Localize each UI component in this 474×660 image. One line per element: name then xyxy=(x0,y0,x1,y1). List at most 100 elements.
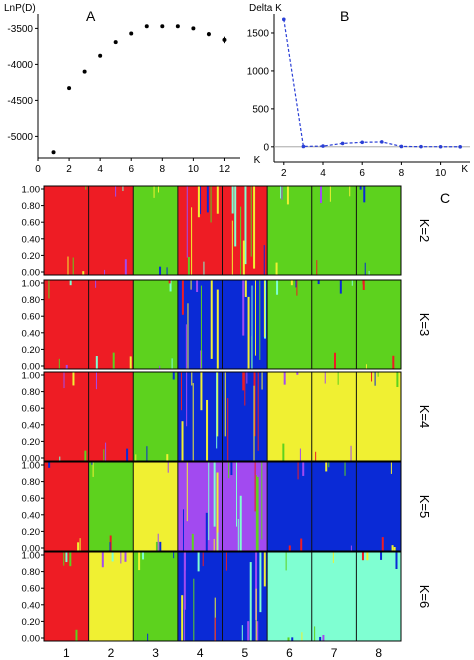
c-y-tick-label: 0.80 xyxy=(22,201,41,212)
b-data-point xyxy=(282,17,286,22)
panel-label-c: C xyxy=(440,190,450,206)
c-individual-admixture xyxy=(288,545,291,551)
c-individual-admixture xyxy=(257,372,259,451)
c-individual-admixture xyxy=(300,538,303,551)
c-row-frame xyxy=(43,371,402,462)
c-individual-admixture xyxy=(48,280,50,299)
c-individual-admixture xyxy=(237,519,239,551)
c-individual-admixture xyxy=(95,280,97,288)
c-population-block xyxy=(311,186,357,275)
c-individual-admixture xyxy=(205,512,208,551)
c-individual-admixture xyxy=(187,256,190,275)
c-individual-admixture xyxy=(191,533,194,551)
a-data-point xyxy=(82,69,87,74)
c-individual-admixture xyxy=(147,633,149,641)
c-individual-admixture xyxy=(368,270,370,275)
c-population-block xyxy=(88,186,134,275)
a-data-point xyxy=(144,24,149,29)
c-individual-admixture xyxy=(172,372,175,380)
c-population-block xyxy=(356,552,402,641)
c-individual-admixture xyxy=(333,352,336,369)
c-individual-admixture xyxy=(261,462,263,540)
c-individual-admixture xyxy=(183,552,186,610)
c-individual-admixture xyxy=(337,372,339,385)
c-population-block xyxy=(311,462,357,551)
c-individual-admixture xyxy=(95,356,98,369)
c-y-tick-label: 0.00 xyxy=(22,544,41,555)
c-individual-admixture xyxy=(319,636,322,641)
c-individual-admixture xyxy=(253,186,256,269)
a-data-point xyxy=(175,24,180,29)
c-individual-admixture xyxy=(253,372,256,437)
c-individual-admixture xyxy=(241,625,243,641)
c-individual-admixture xyxy=(126,448,129,461)
b-data-point xyxy=(438,144,443,149)
c-population-block xyxy=(44,186,90,275)
c-individual-admixture xyxy=(291,637,294,641)
c-individual-admixture xyxy=(112,352,115,369)
c-individual-admixture xyxy=(286,186,289,205)
c-individual-admixture xyxy=(281,186,283,200)
c-y-tick-label: 0.20 xyxy=(22,345,41,356)
c-population-label: 7 xyxy=(331,646,338,660)
a-y-axis-title: LnP(D) xyxy=(4,3,36,14)
c-row: 1.00 0.80 0.60 0.40 0.20 0.00 K=6 xyxy=(22,551,433,645)
c-population-block xyxy=(133,462,179,551)
a-y-tick-label: -4000 xyxy=(7,60,33,71)
c-individual-admixture xyxy=(255,552,258,620)
a-data-point xyxy=(51,150,56,155)
c-individual-admixture xyxy=(124,259,127,275)
c-y-tick-label: 0.60 xyxy=(22,404,41,415)
c-individual-admixture xyxy=(65,552,68,563)
c-individual-admixture xyxy=(359,186,362,190)
c-individual-admixture xyxy=(247,296,250,369)
c-individual-admixture xyxy=(302,462,305,476)
b-x-tick-label: 4 xyxy=(320,168,326,179)
c-individual-admixture xyxy=(255,474,257,551)
c-individual-admixture xyxy=(63,552,65,566)
c-k-label: K=2 xyxy=(417,219,432,243)
c-row-frame xyxy=(43,185,402,276)
c-individual-admixture xyxy=(246,372,248,384)
c-y-tick-label: 1.00 xyxy=(22,185,41,196)
c-y-tick-label: 0.00 xyxy=(22,634,41,645)
c-individual-admixture xyxy=(181,421,184,461)
c-individual-admixture xyxy=(58,358,60,369)
c-individual-admixture xyxy=(159,365,161,369)
a-y-tick-label: -5000 xyxy=(7,132,33,143)
c-y-tick-label: 0.80 xyxy=(22,477,41,488)
c-individual-admixture xyxy=(180,372,182,411)
c-individual-admixture xyxy=(234,186,237,247)
c-y-tick-label: 0.20 xyxy=(22,251,41,262)
c-individual-admixture xyxy=(239,495,242,551)
c-individual-admixture xyxy=(157,186,159,193)
c-individual-admixture xyxy=(191,207,193,275)
c-population-block xyxy=(133,372,179,461)
c-individual-admixture xyxy=(72,257,74,275)
c-individual-admixture xyxy=(282,443,285,461)
c-y-tick-label: 1.00 xyxy=(22,461,41,472)
c-population-block xyxy=(267,462,313,551)
c-y-tick-label: 1.00 xyxy=(22,551,41,562)
c-individual-admixture xyxy=(153,186,155,198)
c-individual-admixture xyxy=(316,260,318,275)
c-individual-admixture xyxy=(391,545,394,551)
b-series-line xyxy=(283,19,461,148)
c-individual-admixture xyxy=(395,552,398,570)
c-y-tick-label: 0.60 xyxy=(22,218,41,229)
c-individual-admixture xyxy=(216,372,218,449)
b-x-tick-label: 8 xyxy=(399,168,405,179)
c-y-tick-label: 0.00 xyxy=(22,454,41,465)
c-y-tick-label: 0.60 xyxy=(22,584,41,595)
panel-c-admixture-plot: 1.00 0.80 0.60 0.40 0.20 0.00 K=2 1.00 0.80 0.60 0… xyxy=(22,185,433,660)
c-y-tick-label: 0.20 xyxy=(22,617,41,628)
b-data-point xyxy=(419,144,423,149)
c-individual-admixture xyxy=(216,289,219,369)
c-population-label: 1 xyxy=(63,646,70,660)
a-data-point xyxy=(67,86,72,91)
c-individual-admixture xyxy=(242,280,245,336)
c-individual-admixture xyxy=(329,186,331,202)
c-population-block xyxy=(44,280,90,369)
c-row: 1.00 0.80 0.60 0.40 0.20 0.00 K=5 xyxy=(22,461,433,555)
c-individual-admixture xyxy=(105,442,107,461)
